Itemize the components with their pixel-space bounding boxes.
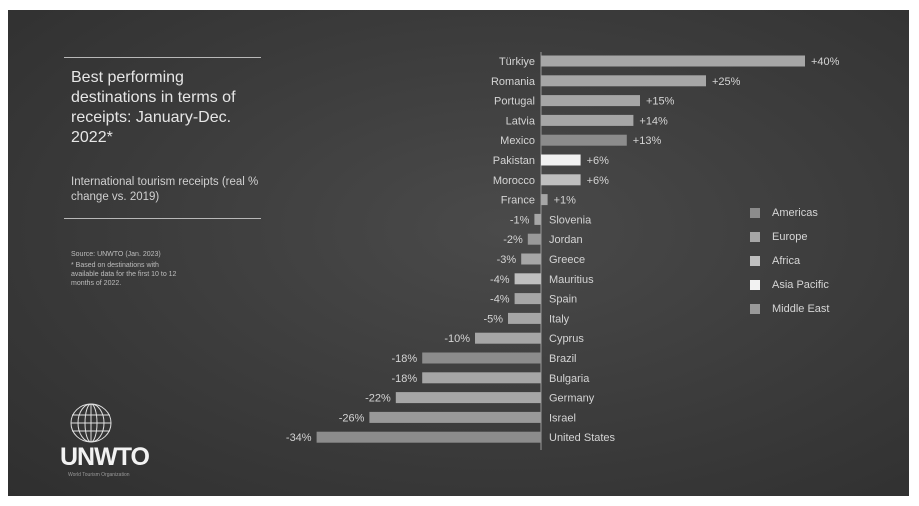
legend-swatch <box>750 208 760 218</box>
bar-bulgaria <box>422 372 541 383</box>
bar-chart: Türkiye +40% Romania +25% Portugal +15% Latvia… <box>8 10 909 496</box>
category-label: Israel <box>549 412 576 424</box>
legend-label: Europe <box>772 230 807 244</box>
legend-item-asia-pacific: Asia Pacific <box>750 278 890 294</box>
data-label: +13% <box>633 135 662 147</box>
bar-slovenia <box>534 214 541 225</box>
legend-label: Asia Pacific <box>772 278 829 292</box>
data-label: -18% <box>392 373 418 385</box>
category-label: Romania <box>491 76 536 88</box>
bar-germany <box>396 392 541 403</box>
bar-romania <box>541 75 706 86</box>
bar-jordan <box>528 234 541 245</box>
category-label: Jordan <box>549 234 583 246</box>
bar-united-states <box>317 432 541 443</box>
category-label: United States <box>549 432 616 444</box>
bar-brazil <box>422 353 541 364</box>
legend-swatch <box>750 256 760 266</box>
bar-mauritius <box>515 273 541 284</box>
data-label: +15% <box>646 96 675 108</box>
data-label: +25% <box>712 76 741 88</box>
bar-portugal <box>541 95 640 106</box>
data-label: +14% <box>639 115 668 127</box>
legend-swatch <box>750 304 760 314</box>
bar-latvia <box>541 115 633 126</box>
bar-israel <box>369 412 541 423</box>
bar-türkiye <box>541 56 805 67</box>
category-label: Cyprus <box>549 333 584 345</box>
legend-item-africa: Africa <box>750 254 890 270</box>
legend-swatch <box>750 232 760 242</box>
data-label: -4% <box>490 294 510 306</box>
category-label: Bulgaria <box>549 373 590 385</box>
data-label: -4% <box>490 274 510 286</box>
legend-swatch <box>750 280 760 290</box>
category-label: Türkiye <box>499 56 535 68</box>
category-label: Portugal <box>494 96 535 108</box>
category-label: Latvia <box>506 115 536 127</box>
bar-mexico <box>541 135 627 146</box>
category-label: Pakistan <box>493 155 535 167</box>
data-label: +6% <box>587 175 610 187</box>
category-label: Mexico <box>500 135 535 147</box>
data-label: -26% <box>339 412 365 424</box>
legend-label: Middle East <box>772 302 829 316</box>
bar-italy <box>508 313 541 324</box>
data-label: -22% <box>365 393 391 405</box>
legend-item-americas: Americas <box>750 206 890 222</box>
slide: Best performing destinations in terms of… <box>8 10 909 496</box>
legend-label: Africa <box>772 254 800 268</box>
data-label: -34% <box>286 432 312 444</box>
category-label: Slovenia <box>549 214 592 226</box>
bar-pakistan <box>541 155 581 166</box>
category-label: Greece <box>549 254 585 266</box>
data-label: -1% <box>510 214 530 226</box>
data-label: -2% <box>503 234 523 246</box>
category-label: Mauritius <box>549 274 594 286</box>
legend-label: Americas <box>772 206 818 220</box>
legend-item-middle-east: Middle East <box>750 302 890 318</box>
data-label: -5% <box>483 313 503 325</box>
bar-greece <box>521 254 541 265</box>
data-label: -3% <box>497 254 517 266</box>
data-label: -10% <box>444 333 470 345</box>
category-label: Spain <box>549 294 577 306</box>
data-label: +40% <box>811 56 840 68</box>
category-label: France <box>501 195 535 207</box>
bar-spain <box>515 293 541 304</box>
bar-cyprus <box>475 333 541 344</box>
data-label: -18% <box>392 353 418 365</box>
data-label: +6% <box>587 155 610 167</box>
data-label: +1% <box>554 195 577 207</box>
legend-item-europe: Europe <box>750 230 890 246</box>
category-label: Italy <box>549 313 570 325</box>
category-label: Germany <box>549 393 595 405</box>
category-label: Morocco <box>493 175 535 187</box>
bar-france <box>541 194 548 205</box>
category-label: Brazil <box>549 353 577 365</box>
bar-morocco <box>541 174 581 185</box>
